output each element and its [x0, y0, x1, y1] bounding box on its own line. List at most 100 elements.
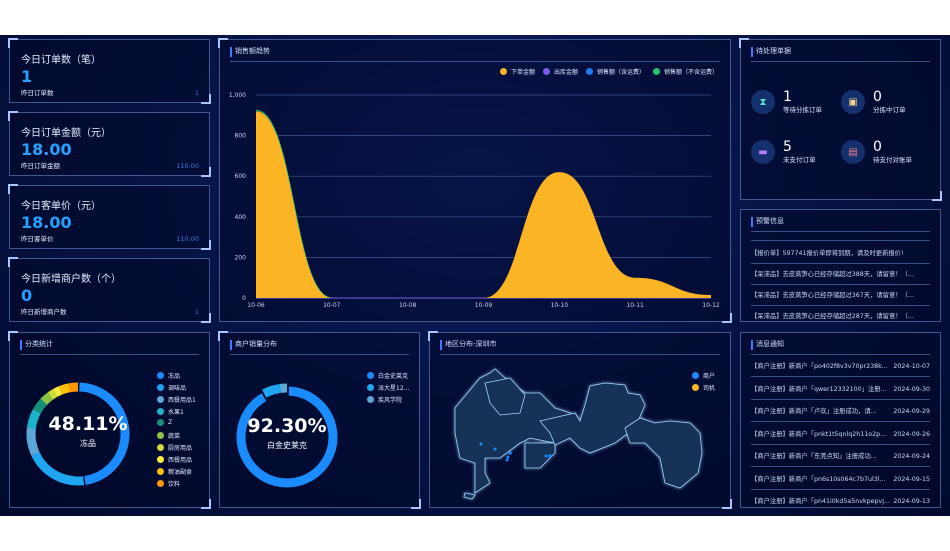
legend-item[interactable]: 蔬菜 — [157, 431, 180, 440]
donut-slice[interactable] — [68, 382, 79, 393]
y-tick-label: 400 — [235, 214, 247, 221]
notice-item[interactable]: 【商户注册】新商户「pn6s10s064c7b7ul3l... 2024-09-1… — [751, 469, 930, 490]
donut-slice[interactable] — [31, 451, 85, 486]
y-tick-label: 800 — [235, 133, 247, 140]
notice-text: 【商户注册】新商户「qwer12332100」注册... — [751, 385, 887, 393]
notifications-panel: 消息通知 【商户注册】新商户「po402f8v3v70pr238k... 2024… — [740, 332, 941, 508]
map-legend-item[interactable]: 司机 — [692, 383, 715, 392]
merchant-sales-panel: 商户销量分布 92.30% 白金史莱克 白金史莱克 派大星12... 疾风学院 — [218, 331, 421, 509]
warning-item[interactable]: 【呆滞品】去皮莴笋心已经存储超过388天，请留意！（... — [751, 264, 930, 285]
pending-count: 0 — [873, 139, 882, 155]
notice-item[interactable]: 【商户注册】新商户「卢欢」注册成功，请... 2024-09-29 — [751, 401, 930, 422]
panel-title: 待处理单据 — [751, 46, 930, 62]
y-tick-label: 0 — [242, 295, 246, 302]
legend-label: 冻品 — [168, 373, 181, 380]
legend-item[interactable]: Z — [157, 419, 172, 426]
warning-text: 【呆滞品】去皮莴笋心已经存储超过388天，请留意！（... — [751, 271, 914, 278]
stat-title: 今日订单数（笔） — [21, 55, 101, 66]
legend-item[interactable]: 下单金额 — [499, 67, 535, 76]
legend-item[interactable]: 调味品 — [157, 383, 186, 392]
panel-title: 预警信息 — [751, 216, 930, 232]
warning-item[interactable]: 【报价单】597741报价单即将到期，请及时更新报价! — [751, 243, 930, 264]
donut-slice[interactable] — [32, 398, 48, 414]
hourglass-icon: ⧗ — [751, 90, 775, 114]
legend-item[interactable]: 派大星12... — [367, 383, 409, 392]
legend-item[interactable]: 销售额（不含运费） — [652, 67, 718, 76]
notice-item[interactable]: 【商户注册】新商户「pn41i0kd5a5nvkpepvj... 2024-09-… — [751, 491, 930, 507]
pending-item[interactable]: ▬ 5 未支付订单 — [751, 140, 816, 164]
legend-label: 调味品 — [168, 385, 187, 392]
warning-item[interactable]: 【呆滞品】去皮莴笋心已经存储超过367天，请留意！（... — [751, 285, 930, 306]
notice-date: 2024-09-24 — [893, 453, 930, 460]
series-area — [256, 111, 711, 299]
stat-value: 0 — [21, 286, 33, 305]
donut-slice[interactable] — [53, 386, 63, 397]
series-line — [255, 109, 711, 299]
legend-item[interactable]: 冻品 — [157, 371, 180, 380]
stat-sub-value: 1 — [194, 89, 199, 97]
donut-slice[interactable] — [79, 382, 130, 485]
warning-item[interactable]: 【呆滞品】去皮莴笋心已经存储超过287天，请留意！（... — [751, 306, 930, 321]
legend-dot — [367, 384, 374, 391]
legend-dot — [499, 68, 507, 75]
pending-item[interactable]: ▤ 0 待支付对账单 — [841, 140, 912, 164]
donut-slice[interactable] — [47, 388, 58, 400]
x-tick-label: 10-07 — [323, 302, 341, 309]
donut-slice[interactable] — [59, 383, 71, 395]
pending-count: 5 — [783, 139, 792, 155]
legend-label: 出库金额 — [553, 69, 578, 76]
notice-item[interactable]: 【商户注册】新商户「po402f8v3v70pr238k... 2024-10-0… — [751, 356, 930, 377]
pending-label: 未支付订单 — [783, 156, 816, 164]
donut-slice[interactable] — [236, 386, 338, 488]
notice-item[interactable]: 【商户注册】新商户「东莞点知」注册成功... 2024-09-24 — [751, 446, 930, 467]
stat-sub-value: 110.00 — [176, 162, 199, 170]
legend-label: 销售额（含运费） — [596, 69, 645, 76]
donut-slice[interactable] — [40, 392, 54, 405]
legend-item[interactable]: 疾风学院 — [367, 395, 402, 404]
legend-item[interactable]: 粮油副食 — [157, 467, 192, 476]
legend-item[interactable]: 销售额（含运费） — [585, 67, 645, 76]
legend-item[interactable]: 出库金额 — [542, 67, 578, 76]
pending-label: 待支付对账单 — [873, 156, 912, 164]
donut-center-label: 冻品 — [80, 439, 96, 448]
pending-item[interactable]: ⧗ 1 等待分拣订单 — [751, 90, 822, 114]
legend-label: 蔬菜 — [168, 433, 181, 440]
legend-dot — [367, 372, 374, 379]
panel-title: 商户销量分布 — [230, 339, 409, 355]
legend-dot — [692, 384, 699, 391]
notice-text: 【商户注册】新商户「卢欢」注册成功，请... — [751, 408, 877, 415]
legend-label: 销售额（不含运费） — [663, 69, 718, 76]
notice-item[interactable]: 【商户注册】新商户「pnkt1t5qnlq2h11o2p... 2024-09-2… — [751, 424, 930, 445]
stat-value: 18.00 — [21, 213, 72, 232]
stat-title: 今日新增商户数（个） — [21, 274, 121, 285]
legend-dot — [157, 396, 164, 403]
notice-text: 【商户注册】新商户「东莞点知」注册成功... — [751, 453, 877, 460]
donut-slice[interactable] — [26, 427, 40, 456]
donut-center-value: 92.30% — [247, 415, 327, 437]
legend-item[interactable]: 厨房用品 — [157, 443, 192, 452]
pending-item[interactable]: ▣ 0 分拣中订单 — [841, 90, 906, 114]
legend-dot — [157, 468, 164, 475]
donut-slice[interactable] — [262, 384, 282, 398]
notice-item[interactable]: 【商户注册】新商户「qwer12332100」注册... 2024-09-30 — [751, 379, 930, 400]
stat-card-avg-price: 今日客单价（元） 18.00 昨日客单价 110.00 — [8, 184, 211, 250]
stat-sub-label: 昨日新增商户数 — [21, 308, 67, 316]
map-legend-item[interactable]: 商户 — [692, 371, 715, 380]
donut-slice[interactable] — [26, 409, 41, 429]
pending-label: 等待分拣订单 — [783, 106, 822, 114]
pending-count: 0 — [873, 89, 882, 105]
legend-item[interactable]: 水果1 — [157, 407, 184, 416]
x-tick-label: 10-06 — [247, 302, 265, 309]
sales-trend-panel: 销售额趋势 下单金额 出库金额 销售额（含运费） 销售额（不含运费） 0 200 400 6… — [218, 38, 732, 323]
legend-item[interactable]: 白金史莱克 — [367, 371, 408, 380]
shenzhen-map[interactable] — [430, 333, 732, 509]
legend-item[interactable]: 西餐用品1 — [157, 395, 196, 404]
notice-date: 2024-09-26 — [893, 430, 930, 438]
legend-item[interactable]: 西餐用品 — [157, 455, 192, 464]
warning-text: 【报价单】597741报价单即将到期，请及时更新报价! — [751, 250, 904, 257]
legend-label: 水果1 — [168, 409, 184, 416]
legend-label: 粮油副食 — [168, 469, 193, 476]
warnings-panel: 预警信息 【报价单】597741报价单即将到期，请及时更新报价! 【呆滞品】去皮莴… — [740, 209, 941, 322]
legend-item[interactable]: 饮料 — [157, 479, 180, 488]
warning-text: 【呆滞品】去皮莴笋心已经存储超过367天，请留意！（... — [751, 292, 914, 299]
